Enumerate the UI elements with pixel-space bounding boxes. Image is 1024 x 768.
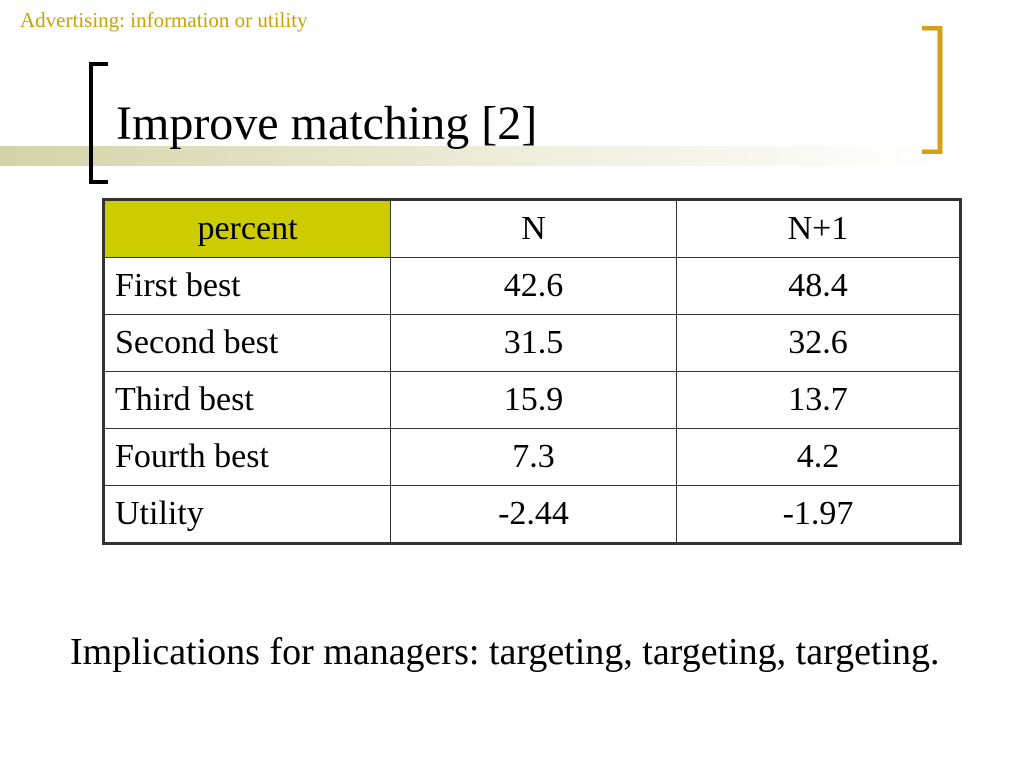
- left-bracket-decoration: [89, 62, 108, 184]
- slide-title: Improve matching [2]: [116, 97, 538, 150]
- table-row: Utility -2.44 -1.97: [103, 485, 961, 544]
- row-label: First best: [103, 257, 391, 315]
- cell-n-plus-1: 13.7: [676, 371, 961, 429]
- cell-n-plus-1: 32.6: [676, 314, 961, 372]
- row-label: Third best: [103, 371, 391, 429]
- cell-n: 31.5: [390, 314, 677, 372]
- table-header-n-plus-1: N+1: [676, 199, 961, 258]
- header-topic: Advertising: information or utility: [20, 8, 308, 32]
- table-row: Third best 15.9 13.7: [103, 371, 961, 429]
- title-band: [0, 146, 940, 166]
- implications-text: Implications for managers: targeting, ta…: [70, 631, 940, 673]
- table-row: First best 42.6 48.4: [103, 257, 961, 315]
- right-bracket-decoration: [922, 26, 943, 154]
- row-label: Fourth best: [103, 428, 391, 486]
- cell-n-plus-1: 4.2: [676, 428, 961, 486]
- cell-n-plus-1: -1.97: [676, 485, 961, 544]
- cell-n: 42.6: [390, 257, 677, 315]
- table-row: Second best 31.5 32.6: [103, 314, 961, 372]
- table-header-percent: percent: [103, 199, 391, 258]
- results-table: percent N N+1 First best 42.6 48.4 Secon…: [102, 198, 962, 545]
- cell-n-plus-1: 48.4: [676, 257, 961, 315]
- cell-n: 7.3: [390, 428, 677, 486]
- table-header-row: percent N N+1: [103, 199, 961, 258]
- row-label: Second best: [103, 314, 391, 372]
- cell-n: 15.9: [390, 371, 677, 429]
- row-label: Utility: [103, 485, 391, 544]
- table-header-n: N: [390, 199, 677, 258]
- table-row: Fourth best 7.3 4.2: [103, 428, 961, 486]
- cell-n: -2.44: [390, 485, 677, 544]
